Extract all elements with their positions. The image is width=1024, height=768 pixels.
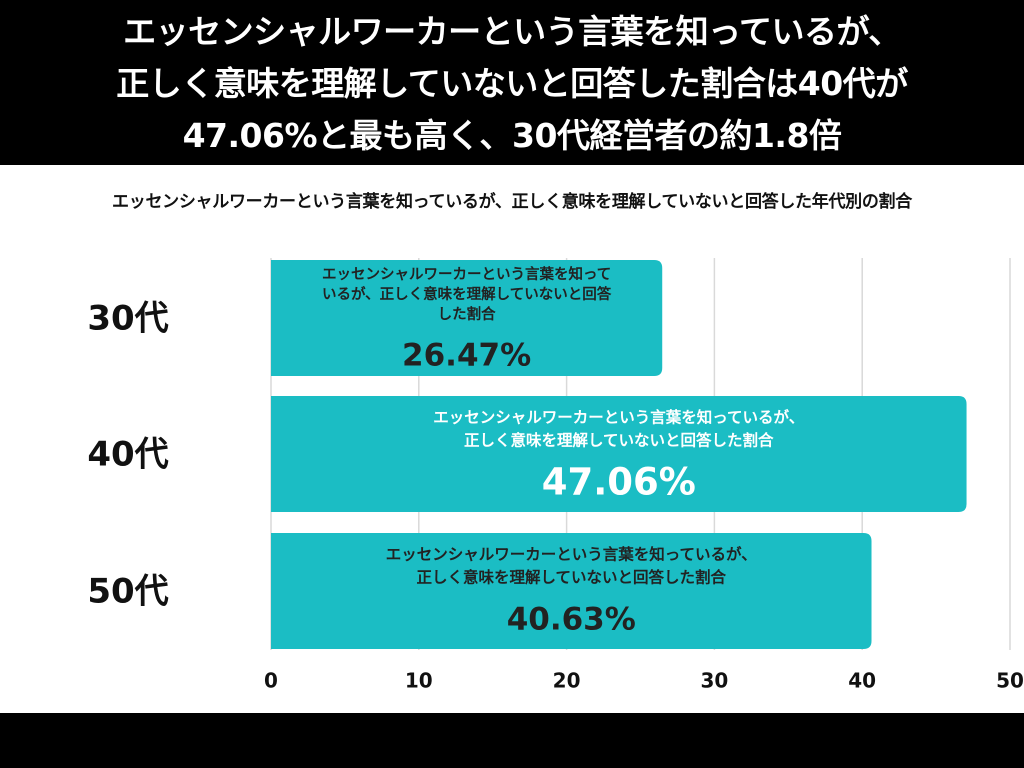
bar-value-label: 40.63% (507, 602, 636, 638)
bar-label-line: した割合 (438, 305, 496, 323)
footer-band (0, 713, 1024, 768)
x-tick-label: 40 (848, 669, 876, 693)
x-tick-label: 20 (553, 669, 581, 693)
chart-title: エッセンシャルワーカーという言葉を知っているが、正しく意味を理解していないと回答… (112, 192, 912, 212)
bar-label-line: エッセンシャルワーカーという言葉を知って (322, 265, 611, 283)
bar-label-line: エッセンシャルワーカーという言葉を知っているが、 (433, 408, 804, 427)
category-label: 30代 (87, 299, 168, 339)
bar-value-label: 47.06% (542, 461, 696, 504)
bar (271, 533, 872, 649)
x-tick-label: 50 (996, 669, 1024, 693)
x-tick-label: 10 (405, 669, 433, 693)
headline-line-3: 47.06%と最も高く、30代経営者の約1.8倍 (182, 115, 842, 155)
bars: エッセンシャルワーカーという言葉を知っているが、正しく意味を理解していないと回答… (271, 260, 967, 649)
header-banner: エッセンシャルワーカーという言葉を知っているが、 正しく意味を理解していないと回… (0, 0, 1024, 165)
category-label: 50代 (87, 572, 168, 612)
bar-label-line: 正しく意味を理解していないと回答した割合 (416, 568, 726, 587)
bar-label-line: いるが、正しく意味を理解していないと回答 (322, 285, 612, 303)
bar-label-line: エッセンシャルワーカーという言葉を知っているが、 (386, 545, 757, 564)
headline-line-2: 正しく意味を理解していないと回答した割合は40代が (116, 63, 908, 103)
bar (271, 396, 967, 512)
x-tick-label: 30 (700, 669, 728, 693)
bar-label-line: 正しく意味を理解していないと回答した割合 (464, 431, 774, 450)
bar-value-label: 26.47% (402, 338, 531, 374)
y-axis-categories: 30代 40代 50代 (87, 299, 168, 612)
headline-line-1: エッセンシャルワーカーという言葉を知っているが、 (123, 11, 901, 51)
bar (271, 260, 663, 376)
x-axis-ticks: 0 10 20 30 40 50 (264, 669, 1024, 693)
category-label: 40代 (87, 435, 168, 475)
x-tick-label: 0 (264, 669, 278, 693)
